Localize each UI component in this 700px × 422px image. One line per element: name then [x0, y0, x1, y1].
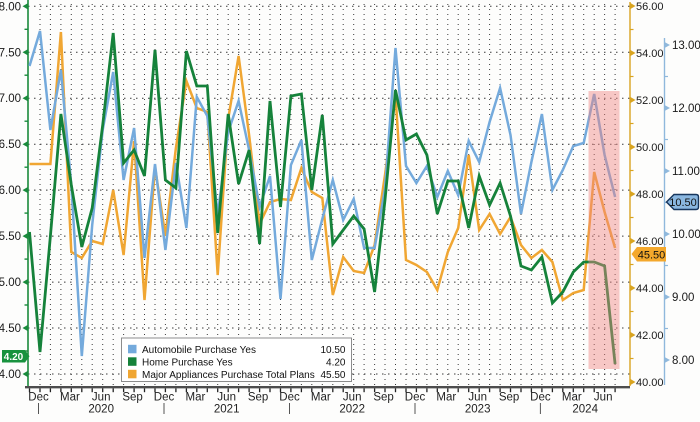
svg-text:11.00: 11.00: [672, 166, 700, 178]
svg-text:9.00: 9.00: [672, 292, 694, 304]
svg-text:Jun: Jun: [343, 392, 362, 404]
svg-text:7.00: 7.00: [0, 93, 21, 105]
svg-text:Jun: Jun: [92, 392, 111, 404]
svg-text:10.50: 10.50: [669, 197, 697, 209]
svg-text:Dec: Dec: [154, 392, 175, 404]
svg-text:46.00: 46.00: [636, 236, 664, 248]
svg-text:45.50: 45.50: [320, 370, 345, 381]
svg-text:6.50: 6.50: [0, 139, 21, 151]
svg-text:Sep: Sep: [373, 392, 393, 404]
svg-text:8.00: 8.00: [0, 1, 21, 13]
svg-text:4.20: 4.20: [326, 358, 346, 369]
svg-text:44.00: 44.00: [636, 283, 664, 295]
svg-text:Mar: Mar: [311, 392, 331, 404]
svg-text:4.20: 4.20: [4, 352, 24, 363]
svg-text:Major Appliances Purchase Tota: Major Appliances Purchase Total Plans: [142, 370, 315, 381]
svg-text:4.00: 4.00: [0, 369, 21, 381]
svg-text:5.00: 5.00: [0, 277, 21, 289]
svg-text:13.00: 13.00: [672, 40, 700, 52]
svg-text:2023: 2023: [465, 404, 491, 416]
svg-text:2021: 2021: [214, 404, 240, 416]
svg-text:Mar: Mar: [436, 392, 456, 404]
svg-text:2020: 2020: [88, 404, 114, 416]
svg-text:45.50: 45.50: [638, 250, 666, 262]
svg-text:Sep: Sep: [248, 392, 268, 404]
svg-text:5.50: 5.50: [0, 231, 21, 243]
svg-text:54.00: 54.00: [636, 48, 664, 60]
svg-text:7.50: 7.50: [0, 47, 21, 59]
svg-text:2024: 2024: [572, 404, 598, 416]
svg-text:42.00: 42.00: [636, 330, 664, 342]
svg-text:6.00: 6.00: [0, 185, 21, 197]
svg-text:Dec: Dec: [28, 392, 49, 404]
svg-text:Jun: Jun: [217, 392, 236, 404]
svg-text:50.00: 50.00: [636, 142, 664, 154]
svg-text:56.00: 56.00: [636, 1, 664, 13]
svg-text:2022: 2022: [339, 404, 365, 416]
svg-text:Dec: Dec: [530, 392, 551, 404]
svg-text:40.00: 40.00: [636, 377, 664, 389]
svg-text:Jun: Jun: [594, 392, 613, 404]
svg-text:48.00: 48.00: [636, 189, 664, 201]
svg-text:Sep: Sep: [122, 392, 142, 404]
svg-text:Dec: Dec: [405, 392, 426, 404]
svg-text:Jun: Jun: [468, 392, 487, 404]
svg-text:Automobile Purchase Yes: Automobile Purchase Yes: [142, 345, 256, 356]
svg-text:10.00: 10.00: [672, 229, 700, 241]
svg-text:Home Purchase Yes: Home Purchase Yes: [142, 358, 233, 369]
svg-text:Dec: Dec: [279, 392, 300, 404]
svg-text:10.50: 10.50: [320, 345, 345, 356]
svg-text:8.00: 8.00: [672, 355, 694, 367]
svg-text:Mar: Mar: [185, 392, 205, 404]
svg-text:Mar: Mar: [60, 392, 80, 404]
svg-text:12.00: 12.00: [672, 103, 700, 115]
svg-text:4.50: 4.50: [0, 323, 21, 335]
svg-text:Mar: Mar: [562, 392, 582, 404]
svg-text:52.00: 52.00: [636, 95, 664, 107]
svg-text:Sep: Sep: [499, 392, 519, 404]
